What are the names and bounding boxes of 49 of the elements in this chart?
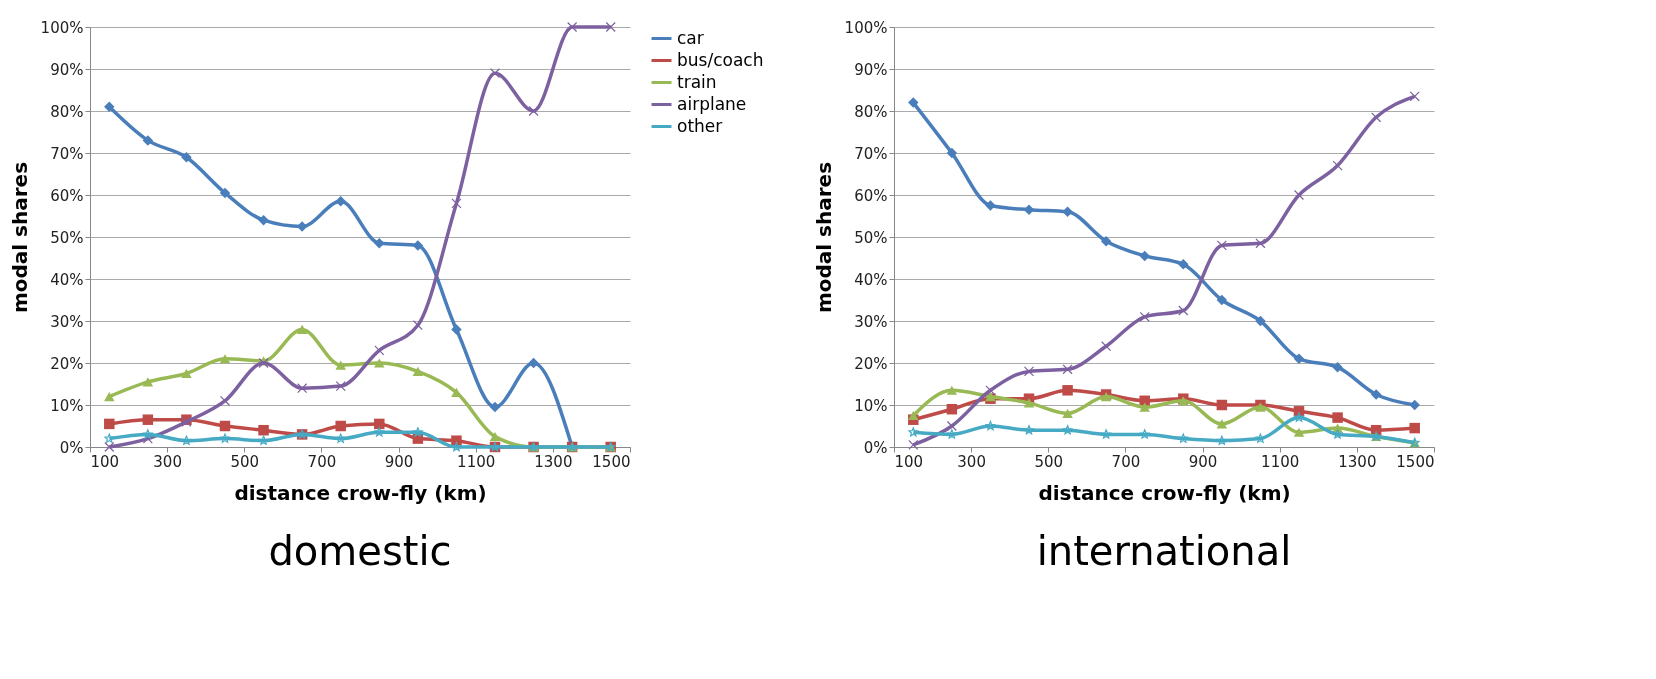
y-tick-label: 20% bbox=[50, 354, 84, 373]
y-tick-label: 70% bbox=[50, 144, 84, 163]
y-tick-label: 30% bbox=[854, 312, 888, 331]
y-tick-label: 50% bbox=[50, 228, 84, 247]
legend-label: airplane bbox=[677, 93, 747, 114]
y-axis-title: modal shares bbox=[7, 161, 32, 314]
y-tick-label: 100% bbox=[40, 18, 84, 37]
y-tick-label: 70% bbox=[854, 144, 888, 163]
y-tick-label: 40% bbox=[854, 270, 888, 289]
text: international bbox=[1036, 528, 1292, 574]
legend-label: train bbox=[677, 71, 717, 92]
x-tick-label: 1500 bbox=[592, 452, 631, 471]
y-tick-label: 0% bbox=[59, 438, 84, 457]
text: domestic bbox=[268, 528, 452, 574]
y-tick-label: 60% bbox=[50, 186, 84, 205]
x-tick-label: 900 bbox=[384, 452, 414, 471]
y-tick-label: 90% bbox=[50, 60, 84, 79]
y-tick-label: 30% bbox=[50, 312, 84, 331]
legend-label: bus/coach bbox=[677, 49, 764, 70]
y-tick-label: 20% bbox=[854, 354, 888, 373]
x-tick-label: 1100 bbox=[1261, 452, 1300, 471]
x-tick-label: 1500 bbox=[1396, 452, 1435, 471]
y-tick-label: 80% bbox=[50, 102, 84, 121]
y-tick-label: 80% bbox=[854, 102, 888, 121]
x-tick-label: 100 bbox=[90, 452, 120, 471]
x-tick-label: 1300 bbox=[534, 452, 573, 471]
x-tick-label: 500 bbox=[1034, 452, 1064, 471]
y-tick-label: 40% bbox=[50, 270, 84, 289]
y-tick-label: 100% bbox=[844, 18, 888, 37]
y-tick-label: 60% bbox=[854, 186, 888, 205]
x-axis-title: distance crow-fly (km) bbox=[1038, 480, 1291, 505]
x-tick-label: 500 bbox=[230, 452, 260, 471]
y-axis-title: modal shares bbox=[811, 161, 836, 314]
x-tick-label: 1100 bbox=[457, 452, 496, 471]
x-axis-title: distance crow-fly (km) bbox=[234, 480, 487, 505]
x-tick-label: 900 bbox=[1188, 452, 1218, 471]
legend-label: other bbox=[677, 115, 723, 136]
x-tick-label: 300 bbox=[153, 452, 182, 471]
x-tick-label: 300 bbox=[957, 452, 986, 471]
y-tick-label: 10% bbox=[50, 396, 84, 415]
y-tick-label: 50% bbox=[854, 228, 888, 247]
x-tick-label: 700 bbox=[307, 452, 337, 471]
x-tick-label: 100 bbox=[894, 452, 924, 471]
y-tick-label: 0% bbox=[863, 438, 888, 457]
y-tick-label: 90% bbox=[854, 60, 888, 79]
legend-label: car bbox=[677, 27, 704, 48]
x-tick-label: 1300 bbox=[1338, 452, 1377, 471]
y-tick-label: 10% bbox=[854, 396, 888, 415]
x-tick-label: 700 bbox=[1111, 452, 1141, 471]
